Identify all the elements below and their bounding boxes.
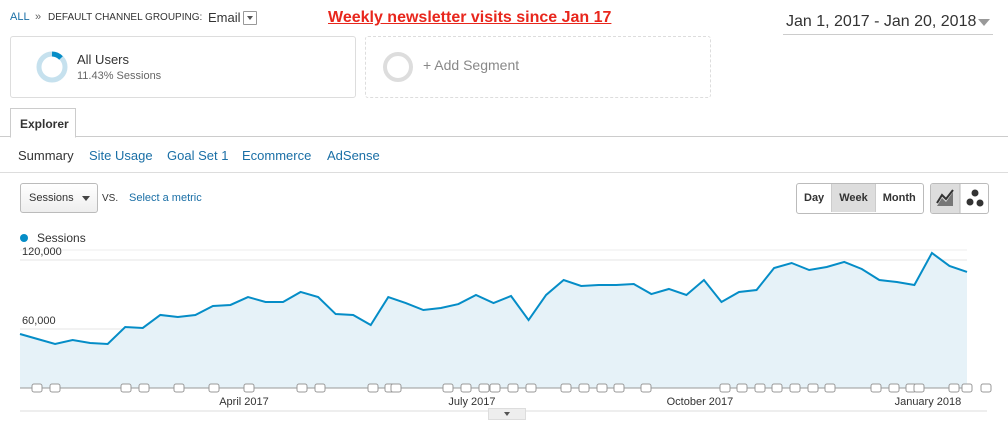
period-button[interactable]: Month xyxy=(882,192,916,204)
add-segment-label: + Add Segment xyxy=(423,57,520,73)
annotation-marker xyxy=(888,383,900,393)
annotation-marker xyxy=(754,383,766,393)
annotation-marker xyxy=(980,383,992,393)
annotation-marker xyxy=(460,383,472,393)
tab-explorer[interactable]: Explorer xyxy=(10,108,76,138)
segment-detail: 11.43% Sessions xyxy=(77,70,162,82)
add-segment-icon xyxy=(383,52,413,82)
period-button[interactable]: Day xyxy=(797,184,833,212)
y-tick-label: 120,000 xyxy=(22,246,62,258)
x-tick-label: January 2018 xyxy=(895,396,962,408)
subtab[interactable]: Goal Set 1 xyxy=(167,148,229,163)
tab-label: Explorer xyxy=(20,117,69,131)
annotation-marker xyxy=(613,383,625,393)
x-tick-label: July 2017 xyxy=(448,396,495,408)
segment-icon xyxy=(36,51,68,83)
annotation-marker xyxy=(719,383,731,393)
annotation-marker xyxy=(870,383,882,393)
breadcrumb-separator: » xyxy=(35,11,42,23)
annotation-marker xyxy=(736,383,748,393)
annotation-marker xyxy=(913,383,925,393)
annotation-marker xyxy=(525,383,537,393)
line xyxy=(19,251,968,345)
x-tick-label: April 2017 xyxy=(219,396,269,408)
tab-rule xyxy=(0,136,1008,137)
annotation-marker xyxy=(243,383,255,393)
annotation-marker xyxy=(138,383,150,393)
annotation-marker xyxy=(208,383,220,393)
annotation-marker xyxy=(824,383,836,393)
annotation-marker xyxy=(478,383,490,393)
date-range[interactable]: Jan 1, 2017 - Jan 20, 2018 xyxy=(786,13,977,30)
vs-label: VS. xyxy=(102,193,119,204)
breadcrumb-all[interactable]: ALL xyxy=(10,11,30,23)
add-segment-card[interactable]: + Add Segment xyxy=(365,36,711,98)
annotation-marker xyxy=(807,383,819,393)
period-button[interactable]: Week xyxy=(832,184,876,212)
annotation-marker xyxy=(296,383,308,393)
metric-arrow xyxy=(82,196,90,205)
period-group: Day Week Month xyxy=(796,183,924,214)
subtab[interactable]: AdSense xyxy=(327,148,380,163)
annotation-marker xyxy=(789,383,801,393)
subtab-rule xyxy=(0,172,1008,173)
grouping-dropdown[interactable] xyxy=(243,11,257,25)
annotation-marker xyxy=(961,383,973,393)
segment-name: All Users xyxy=(77,52,130,67)
subtab[interactable]: Site Usage xyxy=(89,148,153,163)
legend-label: Sessions xyxy=(37,231,86,245)
metric-select-label: Sessions xyxy=(29,192,74,204)
annotation-marker xyxy=(31,383,43,393)
subtab[interactable]: Ecommerce xyxy=(242,148,312,163)
date-arrow xyxy=(978,19,990,32)
legend-marker xyxy=(20,234,28,242)
annotation-marker xyxy=(640,383,652,393)
annotation-marker xyxy=(173,383,185,393)
chart-expander[interactable] xyxy=(488,408,526,420)
annotation-marker xyxy=(507,383,519,393)
annotation-marker xyxy=(596,383,608,393)
annotation-marker xyxy=(489,383,501,393)
chart-type-icons xyxy=(931,184,984,213)
x-tick-label: October 2017 xyxy=(667,396,734,408)
select-metric-link[interactable]: Select a metric xyxy=(129,192,202,204)
y-tick-label: 60,000 xyxy=(22,315,56,327)
subtab[interactable]: Summary xyxy=(18,148,74,163)
annotation-marker xyxy=(390,383,402,393)
breadcrumb-grouping: DEFAULT CHANNEL GROUPING: xyxy=(48,12,203,23)
annotation-marker xyxy=(49,383,61,393)
annotation-marker xyxy=(367,383,379,393)
annotation-marker xyxy=(560,383,572,393)
annotation-text: Weekly newsletter visits since Jan 17 xyxy=(328,9,612,26)
segment-card[interactable]: All Users 11.43% Sessions xyxy=(10,36,356,98)
chart-type-group xyxy=(930,183,989,214)
annotation-marker xyxy=(442,383,454,393)
annotation-marker xyxy=(314,383,326,393)
breadcrumb-value: Email xyxy=(208,10,241,25)
date-underline xyxy=(783,34,993,35)
metric-select[interactable]: Sessions xyxy=(20,183,98,213)
annotation-marker xyxy=(120,383,132,393)
area xyxy=(20,252,967,388)
annotation-marker xyxy=(771,383,783,393)
annotation-marker xyxy=(948,383,960,393)
annotation-marker xyxy=(578,383,590,393)
